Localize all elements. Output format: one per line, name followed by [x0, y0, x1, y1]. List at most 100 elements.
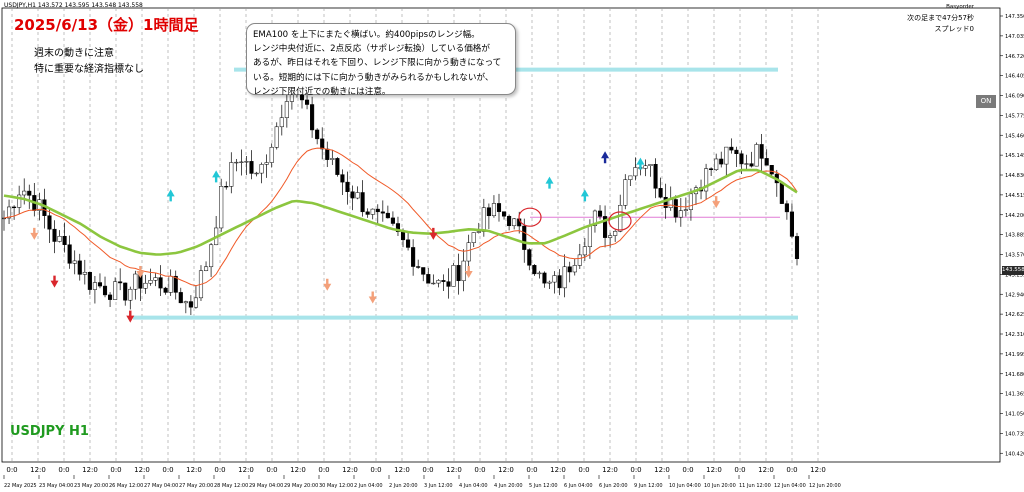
x-tick-label: 5 Jun 12:00: [529, 483, 558, 489]
y-tick-label: 141.365: [1005, 392, 1024, 398]
candle-body: [350, 191, 355, 199]
y-tick-label: 144.515: [1005, 193, 1024, 199]
commentary-line: EMA100 を上下にまたぐ横ばい。約400pipsのレンジ幅。: [253, 30, 480, 40]
candle-body: [269, 147, 274, 163]
candle-body: [82, 271, 87, 275]
candle-body: [709, 168, 714, 170]
candle-body: [330, 158, 335, 160]
buy-arrow-icon: [636, 157, 645, 170]
x-tick-label: 10 Jun 04:00: [669, 483, 701, 489]
candle-body: [456, 265, 461, 282]
candle-body: [648, 164, 653, 167]
y-tick-label: 141.050: [1005, 412, 1024, 418]
candle-body: [587, 225, 592, 247]
top-tick-label: 12:0: [758, 466, 774, 474]
x-tick-label: 11 Jun 12:00: [739, 483, 771, 489]
candle-body: [759, 144, 764, 159]
top-tick-label: 0:0: [110, 466, 121, 474]
candle-body: [406, 239, 411, 248]
candle-body: [380, 211, 385, 214]
candle-body: [400, 231, 406, 241]
top-tick-label: 0:0: [318, 466, 329, 474]
top-tick-label: 0:0: [162, 466, 173, 474]
x-tick-label: 3 Jun 12:00: [424, 483, 453, 489]
candle-body: [501, 211, 507, 217]
buy-arrow-icon: [601, 151, 610, 164]
candle-body: [274, 126, 279, 148]
x-tick-label: 12 Jun 20:00: [809, 483, 841, 489]
y-tick-label: 146.090: [1005, 94, 1024, 100]
candle-body: [613, 231, 618, 236]
candle-body: [532, 265, 537, 275]
x-tick-label: 2 Jun 20:00: [389, 483, 418, 489]
candle-body: [305, 99, 310, 105]
candle-body: [310, 104, 315, 131]
candle-body: [27, 190, 32, 196]
candle-body: [375, 208, 380, 213]
candle-body: [542, 272, 547, 284]
x-tick-label: 29 May 04:00: [249, 483, 283, 489]
y-tick-label: 143.885: [1005, 233, 1024, 239]
y-tick-label: 146.405: [1005, 74, 1024, 80]
candle-body: [734, 149, 739, 154]
candle-body: [370, 208, 375, 215]
candle-body: [784, 203, 789, 213]
candle-body: [436, 280, 441, 284]
candle-body: [87, 271, 92, 290]
candle-body: [254, 172, 259, 175]
candle-body: [209, 244, 214, 268]
candle-body: [441, 280, 446, 282]
candle-body: [688, 193, 693, 210]
top-tick-label: 0:0: [526, 466, 537, 474]
candle-body: [108, 294, 113, 300]
commentary-line: レンジ下限付近での動きには注意。: [253, 86, 391, 97]
sell-arrow-icon: [712, 196, 721, 209]
top-tick-label: 12:0: [238, 466, 254, 474]
buy-arrow-icon: [545, 176, 554, 189]
candle-body: [653, 164, 658, 189]
candle-body: [284, 101, 289, 118]
y-tick-label: 147.035: [1005, 34, 1024, 40]
candle-body: [72, 260, 77, 264]
candle-body: [113, 281, 118, 300]
top-tick-label: 0:0: [734, 466, 745, 474]
candle-body: [133, 273, 138, 290]
candle-body: [476, 231, 481, 233]
candle-body: [62, 235, 67, 245]
candle-body: [779, 182, 784, 204]
candle-body: [411, 247, 416, 267]
x-tick-label: 22 May 2025: [4, 483, 37, 489]
y-tick-label: 145.775: [1005, 113, 1024, 119]
top-tick-label: 12:0: [342, 466, 358, 474]
top-tick-label: 12:0: [290, 466, 306, 474]
candle-body: [552, 275, 557, 283]
top-tick-label: 0:0: [474, 466, 485, 474]
candle-body: [754, 144, 759, 167]
x-tick-label: 9 Jun 12:00: [634, 483, 663, 489]
candle-body: [118, 281, 123, 284]
top-tick-label: 12:0: [30, 466, 46, 474]
candle-body: [421, 267, 426, 275]
candle-body: [97, 282, 103, 287]
candle-body: [714, 158, 719, 170]
reaction-circle: [518, 207, 542, 227]
indicator-name: Basyorder: [946, 4, 974, 10]
top-tick-label: 12:0: [446, 466, 462, 474]
top-tick-label: 0:0: [266, 466, 277, 474]
candle-body: [608, 235, 613, 238]
top-tick-label: 12:0: [810, 466, 826, 474]
candle-body: [744, 163, 749, 165]
top-tick-label: 12:0: [706, 466, 722, 474]
candle-body: [1, 217, 7, 220]
candle-body: [426, 274, 431, 284]
on-toggle-button[interactable]: ON: [976, 95, 996, 108]
x-tick-label: 6 Jun 20:00: [599, 483, 628, 489]
candle-body: [102, 285, 108, 296]
candle-body: [178, 292, 183, 304]
candle-body: [507, 215, 512, 227]
candle-body: [597, 210, 603, 217]
top-tick-label: 12:0: [654, 466, 670, 474]
candle-body: [355, 192, 360, 199]
top-tick-label: 0:0: [786, 466, 797, 474]
x-tick-label: 4 Jun 20:00: [494, 483, 523, 489]
